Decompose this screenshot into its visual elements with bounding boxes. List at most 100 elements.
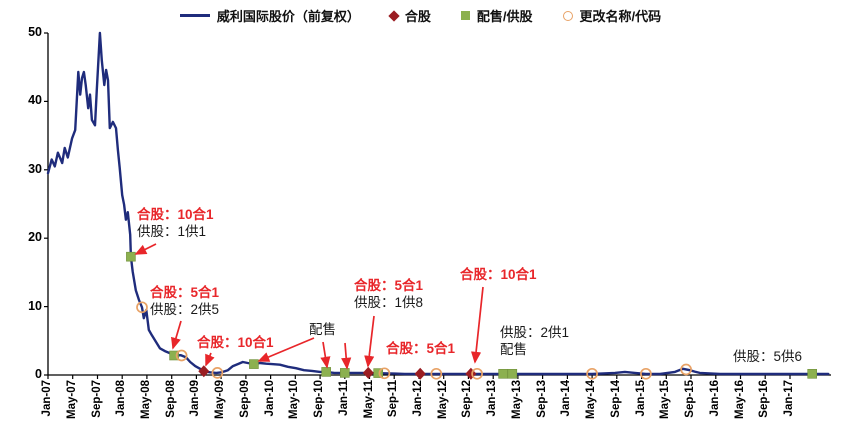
rename-marker <box>471 367 483 380</box>
rename-marker <box>211 367 224 379</box>
rename-marker <box>175 349 188 362</box>
axes <box>47 33 831 376</box>
x-tick-label: May-07 <box>65 380 78 419</box>
y-tick-label: 40 <box>28 93 42 108</box>
legend-label: 威利国际股价（前复权） <box>216 9 360 24</box>
annotation-line: 供股：1供1 <box>137 224 207 239</box>
x-tick-label: Sep-10 <box>313 380 326 418</box>
annotation-arrow <box>171 320 182 350</box>
legend-item-placement: 配售/供股 <box>460 6 533 25</box>
annotation-line: 供股：2供1 <box>500 325 570 340</box>
circle-icon <box>562 10 573 21</box>
annotation-line: 合股：5合1 <box>354 278 424 293</box>
annotation-a8: 供股：2供1 配售 <box>500 324 569 358</box>
annotation-a5: 合股：5合1 供股：1供8 <box>354 277 423 311</box>
y-tick-label: 50 <box>28 25 42 39</box>
placement-marker <box>126 251 136 262</box>
line-swatch-icon <box>179 13 210 18</box>
placement-marker <box>507 368 518 379</box>
y-tick-label: 10 <box>28 298 42 313</box>
placement-marker <box>339 368 350 378</box>
legend-item-consolidation: 合股 <box>388 6 431 25</box>
annotation-arrow <box>205 352 215 367</box>
x-tick-label: May-15 <box>659 380 672 419</box>
annotation-a1: 合股：10合1 供股：1供1 <box>137 206 214 240</box>
annotation-a6: 合股：5合1 <box>386 340 455 357</box>
rename-marker <box>136 301 148 314</box>
x-tick-label: Sep-16 <box>758 380 771 418</box>
annotation-line: 合股：5合1 <box>150 285 220 300</box>
placement-marker <box>321 367 332 377</box>
x-tick-label: May-13 <box>510 380 523 419</box>
x-tick-label: Jan-08 <box>115 380 128 417</box>
x-tick-label: May-16 <box>733 380 746 419</box>
x-tick-label: Jan-10 <box>263 380 276 417</box>
x-tick-label: Jan-15 <box>634 380 647 417</box>
annotation-a3: 合股：10合1 <box>197 334 274 351</box>
placement-marker <box>807 368 818 379</box>
rename-marker <box>378 367 391 380</box>
x-tick-label: May-08 <box>139 380 152 419</box>
annotation-line: 供股：2供5 <box>150 302 220 317</box>
x-tick-label: Sep-14 <box>609 380 622 418</box>
x-tick-label: May-10 <box>288 380 301 419</box>
annotation-arrow <box>257 337 315 362</box>
legend-label: 合股 <box>404 9 431 24</box>
placement-marker <box>169 350 179 361</box>
x-tick-label: Sep-09 <box>238 380 251 418</box>
x-tick-label: Sep-12 <box>461 380 474 418</box>
price-line <box>46 31 830 376</box>
y-tick-label: 0 <box>35 367 42 381</box>
annotation-arrow <box>364 315 375 368</box>
x-tick-label: May-12 <box>436 380 449 419</box>
x-tick-label: Sep-13 <box>535 380 548 418</box>
x-tick-label: Jan-12 <box>412 380 424 417</box>
x-tick-label: Sep-08 <box>164 380 177 418</box>
x-tick-label: May-11 <box>362 380 375 419</box>
annotation-line: 供股：1供8 <box>354 295 424 310</box>
y-tick-label: 20 <box>28 230 42 245</box>
annotation-arrow <box>341 342 352 370</box>
consolidation-marker <box>414 367 426 380</box>
annotation-line: 供股：5供6 <box>733 349 803 364</box>
chart-legend: 威利国际股价（前复权） 合股 配售/供股 更改名称/代码 <box>0 6 841 25</box>
x-tick-label: May-09 <box>214 380 227 419</box>
x-tick-label: Jan-07 <box>41 380 53 417</box>
annotation-line: 合股：10合1 <box>460 267 537 282</box>
x-tick-label: Jan-09 <box>189 380 202 417</box>
annotation-a9: 供股：5供6 <box>733 348 802 365</box>
legend-item-price-line: 威利国际股价（前复权） <box>179 6 360 25</box>
x-tick-label: Jan-14 <box>560 380 573 417</box>
x-tick-label: Sep-15 <box>684 380 696 418</box>
legend-label: 更改名称/代码 <box>579 9 662 24</box>
legend-item-rename: 更改名称/代码 <box>562 6 662 25</box>
rename-marker <box>640 367 652 380</box>
annotation-a7: 合股：10合1 <box>460 266 537 283</box>
placement-marker <box>498 368 508 379</box>
placement-marker <box>249 359 259 369</box>
annotation-a4: 配售 <box>309 321 336 338</box>
rename-marker <box>430 367 443 380</box>
diamond-icon <box>388 9 400 22</box>
rename-marker <box>680 363 692 376</box>
x-tick-label: Jan-11 <box>337 380 350 416</box>
consolidation-marker <box>198 365 210 378</box>
annotation-line: 合股：5合1 <box>386 341 456 356</box>
x-tick-label: Jan-13 <box>486 380 499 417</box>
annotation-arrow <box>320 341 331 369</box>
x-tick-label: Jan-16 <box>708 380 721 417</box>
annotation-line: 合股：10合1 <box>197 335 274 350</box>
legend-label: 配售/供股 <box>476 9 533 24</box>
annotation-arrow <box>134 243 157 255</box>
annotation-line: 配售 <box>309 322 336 337</box>
annotation-a2: 合股：5合1 供股：2供5 <box>150 284 219 318</box>
x-tick-label: Sep-11 <box>387 380 400 418</box>
annotation-arrow <box>471 286 484 364</box>
annotation-line: 配售 <box>500 342 527 357</box>
consolidation-marker <box>362 366 374 379</box>
rename-marker <box>586 367 598 380</box>
placement-marker <box>373 368 384 378</box>
y-tick-label: 30 <box>28 161 42 176</box>
